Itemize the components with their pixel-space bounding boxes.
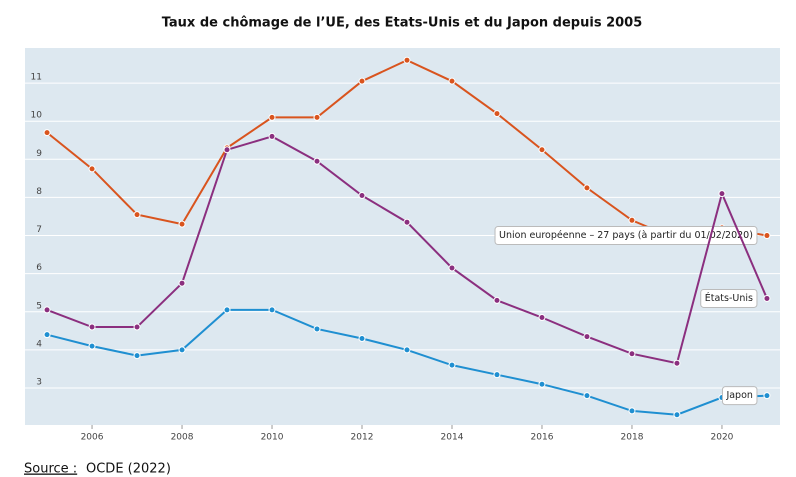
x-tick-label: 2008 <box>171 433 194 443</box>
source-label: Source : <box>24 462 77 477</box>
data-point <box>673 359 681 367</box>
data-point <box>493 371 501 379</box>
x-tick-label: 2014 <box>441 433 464 443</box>
data-point <box>223 146 231 154</box>
data-point <box>538 380 546 388</box>
data-point <box>763 232 771 240</box>
series-label: Japon <box>721 386 758 406</box>
data-point <box>268 113 276 121</box>
data-point <box>313 325 321 333</box>
y-tick-label: 8 <box>36 187 42 197</box>
data-point <box>403 56 411 64</box>
data-point <box>493 110 501 118</box>
data-point <box>448 264 456 272</box>
data-point <box>448 77 456 85</box>
data-point <box>133 211 141 219</box>
series-label-text: Union européenne – 27 pays (à partir du … <box>499 230 753 241</box>
data-point <box>583 184 591 192</box>
y-tick-label: 11 <box>31 73 42 83</box>
data-point <box>628 407 636 415</box>
data-point <box>403 218 411 226</box>
data-point <box>178 220 186 228</box>
data-point <box>43 306 51 314</box>
data-point <box>358 334 366 342</box>
data-point <box>133 323 141 331</box>
data-point <box>763 392 771 400</box>
data-point <box>628 350 636 358</box>
y-tick-label: 9 <box>36 149 42 159</box>
data-point <box>268 306 276 314</box>
data-point <box>718 190 726 198</box>
y-tick-label: 7 <box>36 225 42 235</box>
series-label-text: Japon <box>725 390 753 401</box>
data-point <box>538 146 546 154</box>
data-point <box>493 296 501 304</box>
data-point <box>448 361 456 369</box>
data-point <box>178 279 186 287</box>
data-point <box>673 411 681 419</box>
data-point <box>628 216 636 224</box>
y-tick-label: 6 <box>36 263 42 273</box>
data-point <box>178 346 186 354</box>
data-point <box>88 165 96 173</box>
x-tick-label: 2012 <box>351 433 374 443</box>
x-tick-label: 2020 <box>711 433 734 443</box>
series-label: Union européenne – 27 pays (à partir du … <box>494 226 758 246</box>
y-tick-label: 3 <box>36 378 42 388</box>
data-point <box>763 294 771 302</box>
y-tick-label: 10 <box>31 111 43 121</box>
x-tick-label: 2018 <box>621 433 644 443</box>
data-point <box>358 77 366 85</box>
chart-title: Taux de chômage de l’UE, des Etats-Unis … <box>162 16 643 31</box>
data-point <box>403 346 411 354</box>
data-point <box>313 157 321 165</box>
series-label-box <box>494 226 758 246</box>
data-point <box>88 342 96 350</box>
data-point <box>313 113 321 121</box>
data-point <box>268 132 276 140</box>
series-label-box <box>721 386 758 406</box>
series-label-box <box>700 288 758 308</box>
y-tick-label: 4 <box>36 339 42 349</box>
data-point <box>583 333 591 341</box>
source: OCDE (2022) <box>86 462 171 477</box>
series-label: États-Unis <box>700 288 758 308</box>
x-tick-label: 2010 <box>261 433 284 443</box>
x-tick-label: 2016 <box>531 433 554 443</box>
data-point <box>133 352 141 360</box>
data-point <box>43 331 51 339</box>
data-point <box>358 192 366 200</box>
series-label-text: États-Unis <box>705 292 753 304</box>
data-point <box>583 392 591 400</box>
data-point <box>43 129 51 137</box>
data-point <box>538 314 546 322</box>
x-tick-label: 2006 <box>81 433 104 443</box>
y-tick-label: 5 <box>36 301 42 311</box>
data-point <box>88 323 96 331</box>
data-point <box>223 306 231 314</box>
